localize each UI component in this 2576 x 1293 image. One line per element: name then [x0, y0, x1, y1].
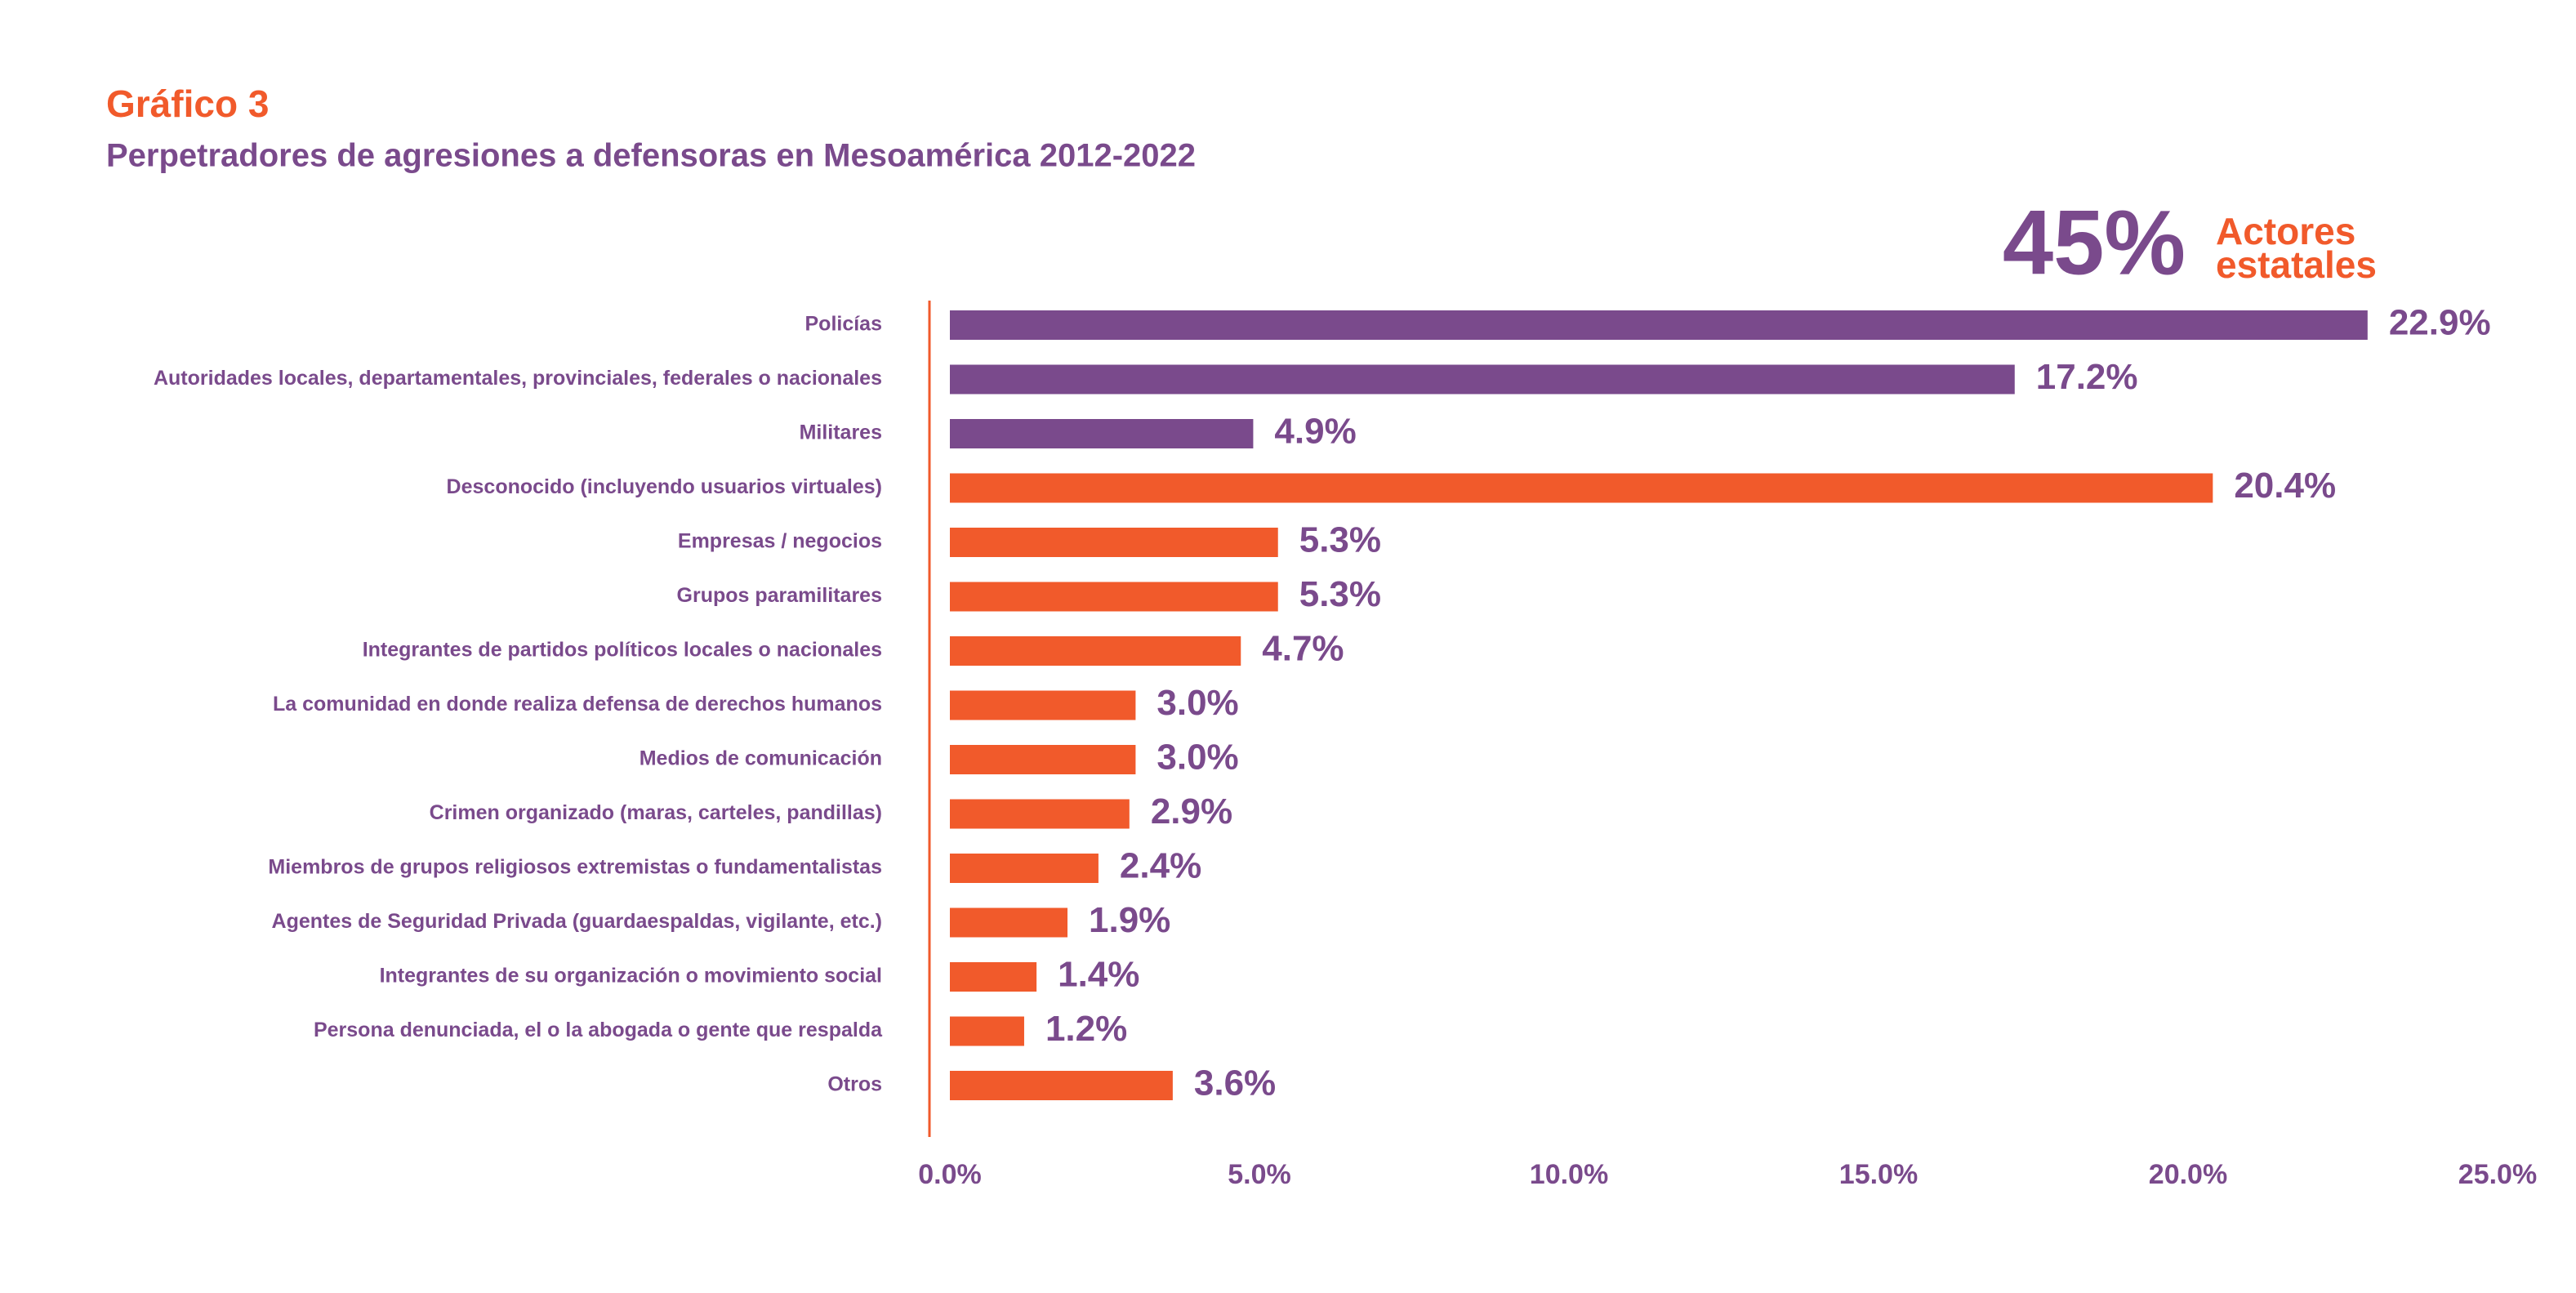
y-tick-label: Empresas / negocios — [678, 530, 882, 553]
chart-subtitle: Perpetradores de agresiones a defensoras… — [106, 138, 1196, 174]
value-label: 3.0% — [1157, 738, 1238, 778]
highlight-value: 45% — [2003, 192, 2186, 294]
x-tick-label: 5.0% — [1228, 1159, 1291, 1190]
value-label: 1.4% — [1058, 955, 1139, 995]
bar — [950, 310, 2368, 340]
y-tick-label: Desconocido (incluyendo usuarios virtual… — [447, 475, 882, 498]
bar — [950, 799, 1130, 829]
value-label: 17.2% — [2036, 357, 2138, 397]
bar — [950, 528, 1278, 557]
value-label: 2.4% — [1120, 846, 1201, 886]
value-label: 2.9% — [1151, 791, 1232, 832]
value-label: 20.4% — [2234, 466, 2336, 506]
value-label: 5.3% — [1299, 520, 1381, 560]
value-label: 4.7% — [1262, 629, 1344, 669]
bar — [950, 690, 1136, 720]
value-label: 1.9% — [1089, 900, 1170, 940]
value-label: 3.6% — [1194, 1063, 1276, 1104]
value-label: 22.9% — [2389, 303, 2491, 343]
y-tick-label: Otros — [827, 1073, 882, 1096]
bar — [950, 1071, 1173, 1100]
y-tick-label: Medios de comunicación — [640, 747, 882, 770]
value-label: 5.3% — [1299, 574, 1381, 614]
y-tick-label: Policías — [805, 313, 883, 336]
x-tick-label: 20.0% — [2149, 1159, 2227, 1190]
chart-title: Gráfico 3 — [106, 82, 269, 125]
bar — [950, 636, 1241, 666]
y-tick-label: La comunidad en donde realiza defensa de… — [273, 693, 882, 716]
y-tick-label: Integrantes de su organización o movimie… — [380, 965, 882, 988]
bar — [950, 1016, 1024, 1046]
bar — [950, 962, 1037, 992]
bar — [950, 364, 2015, 395]
bar — [950, 582, 1278, 612]
highlight-label: Actores — [2216, 210, 2355, 252]
x-tick-label: 0.0% — [918, 1159, 982, 1190]
bar — [950, 745, 1136, 774]
y-tick-label: Agentes de Seguridad Privada (guardaespa… — [272, 910, 882, 933]
y-tick-label: Miembros de grupos religiosos extremista… — [268, 856, 882, 879]
x-tick-label: 25.0% — [2458, 1159, 2537, 1190]
bar — [950, 854, 1099, 883]
bar — [950, 419, 1254, 448]
x-tick-label: 15.0% — [1839, 1159, 1918, 1190]
bar — [950, 907, 1068, 938]
value-label: 3.0% — [1157, 683, 1238, 723]
highlight-label: estatales — [2216, 243, 2377, 286]
y-tick-label: Persona denunciada, el o la abogada o ge… — [314, 1019, 883, 1041]
value-label: 4.9% — [1274, 412, 1356, 452]
bar — [950, 473, 2213, 503]
y-tick-label: Grupos paramilitares — [677, 584, 882, 607]
y-tick-label: Autoridades locales, departamentales, pr… — [154, 367, 882, 390]
x-tick-label: 10.0% — [1530, 1159, 1608, 1190]
y-tick-label: Integrantes de partidos políticos locale… — [363, 639, 882, 662]
y-tick-label: Crimen organizado (maras, carteles, pand… — [430, 801, 882, 824]
y-tick-label: Militares — [800, 421, 882, 444]
value-label: 1.2% — [1045, 1009, 1127, 1049]
